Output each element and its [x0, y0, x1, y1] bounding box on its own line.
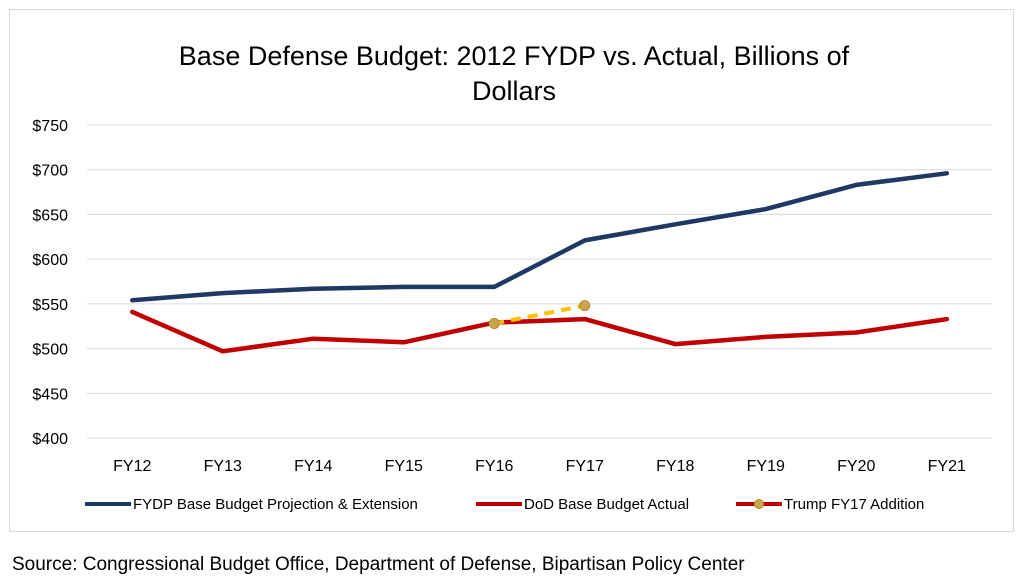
gridlines: [87, 124, 992, 439]
y-tick-label: $400: [32, 431, 68, 448]
y-axis-tick-labels: $400 $450 $500 $550 $600 $650 $700 $750: [32, 118, 68, 448]
source-note: Source: Congressional Budget Office, Dep…: [12, 554, 745, 575]
y-tick-label: $650: [32, 207, 68, 224]
x-tick-label: FY18: [656, 458, 694, 475]
series-line-3: [493, 303, 586, 326]
legend: FYDP Base Budget Projection & Extension D…: [85, 496, 924, 513]
chart-frame: Base Defense Budget: 2012 FYDP vs. Actua…: [9, 9, 1014, 532]
x-tick-label: FY20: [837, 458, 875, 475]
series-line-2: [130, 309, 950, 354]
y-tick-label: $700: [32, 163, 68, 180]
y-tick-label: $750: [32, 118, 68, 135]
series-marker: [579, 300, 591, 312]
x-tick-label: FY13: [204, 458, 242, 475]
y-tick-label: $500: [32, 342, 68, 359]
line-chart: Base Defense Budget: 2012 FYDP vs. Actua…: [32, 41, 992, 513]
y-tick-label: $550: [32, 297, 68, 314]
legend-label: FYDP Base Budget Projection & Extension: [133, 496, 418, 513]
x-tick-label: FY17: [566, 458, 604, 475]
chart-title: Base Defense Budget: 2012 FYDP vs. Actua…: [179, 41, 850, 106]
y-tick-label: $450: [32, 386, 68, 403]
x-axis-tick-labels: FY12 FY13 FY14 FY15 FY16 FY17 FY18 FY19 FY20 FY21: [113, 458, 966, 475]
legend-marker: [754, 499, 764, 509]
chart-title-line-2: Dollars: [472, 76, 556, 106]
legend-label: DoD Base Budget Actual: [524, 496, 689, 513]
x-tick-label: FY21: [928, 458, 966, 475]
series-line-1: [130, 171, 950, 303]
chart-title-line-1: Base Defense Budget: 2012 FYDP vs. Actua…: [179, 41, 850, 71]
x-tick-label: FY14: [294, 458, 332, 475]
x-tick-label: FY12: [113, 458, 151, 475]
x-tick-label: FY19: [747, 458, 785, 475]
y-tick-label: $600: [32, 252, 68, 269]
data-series: [130, 171, 950, 354]
legend-label: Trump FY17 Addition: [784, 496, 924, 513]
x-tick-label: FY15: [385, 458, 423, 475]
series-marker: [488, 318, 500, 330]
x-tick-label: FY16: [475, 458, 513, 475]
